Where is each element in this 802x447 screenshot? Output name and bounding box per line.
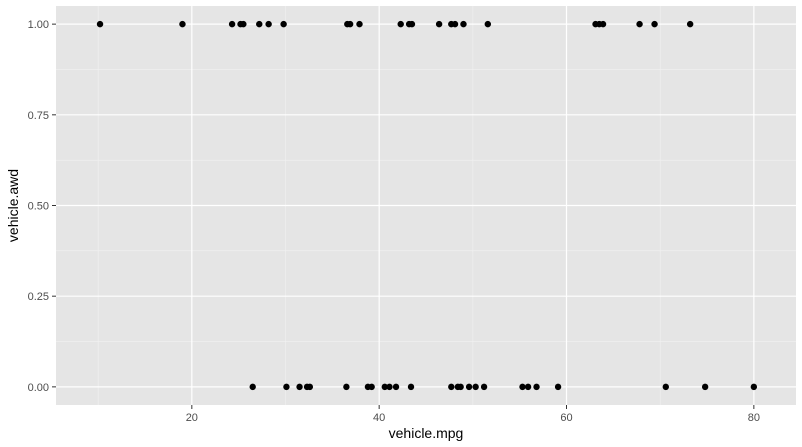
y-tick-label: 0.75 [28,110,49,122]
data-point [256,20,263,28]
data-point [392,383,400,391]
data-point [306,383,314,391]
data-point [346,20,354,28]
data-point [407,383,415,391]
data-point [533,383,540,391]
y-tick-label: 0.00 [28,382,49,394]
data-point [296,383,303,391]
data-point [750,383,758,391]
data-point [356,20,363,28]
data-point [554,383,562,391]
data-point [397,20,404,28]
data-point [343,383,350,391]
x-axis-title: vehicle.mpg [389,425,464,441]
data-point [480,383,488,391]
data-point [368,383,375,391]
data-point [96,20,104,28]
data-point [280,20,287,28]
y-axis-tick-labels: 0.00 0.25 0.50 0.75 1.00 [28,19,49,394]
data-points [96,20,758,391]
data-point [465,383,473,391]
data-point [651,20,658,28]
x-tick-label: 20 [186,412,198,424]
data-point [179,20,186,28]
x-tick-label: 60 [560,412,572,424]
data-point [249,383,256,391]
data-point [265,20,272,28]
data-point [451,20,459,28]
data-point [448,383,455,391]
y-tick-label: 1.00 [28,19,49,31]
data-point [519,383,526,391]
data-point [240,20,247,28]
data-point [460,20,467,28]
data-point [408,20,416,28]
major-gridlines [56,6,796,405]
data-point [283,383,290,391]
data-point [686,20,694,28]
data-point [524,383,532,391]
axis-ticks [52,23,755,409]
x-tick-label: 80 [748,412,760,424]
data-point [599,20,607,28]
x-tick-label: 40 [373,412,385,424]
data-point [457,383,464,391]
y-tick-label: 0.50 [28,201,49,213]
data-point [472,383,479,391]
x-axis-tick-labels: 20 40 60 80 [186,412,760,424]
y-tick-label: 0.25 [28,291,49,303]
data-point [701,383,709,391]
y-axis-title: vehicle.awd [5,169,21,242]
data-point [662,383,669,391]
data-point [484,20,492,28]
data-point [381,383,388,391]
data-point [386,383,393,391]
data-point [435,20,443,28]
data-point [636,20,643,28]
data-point [228,20,236,28]
